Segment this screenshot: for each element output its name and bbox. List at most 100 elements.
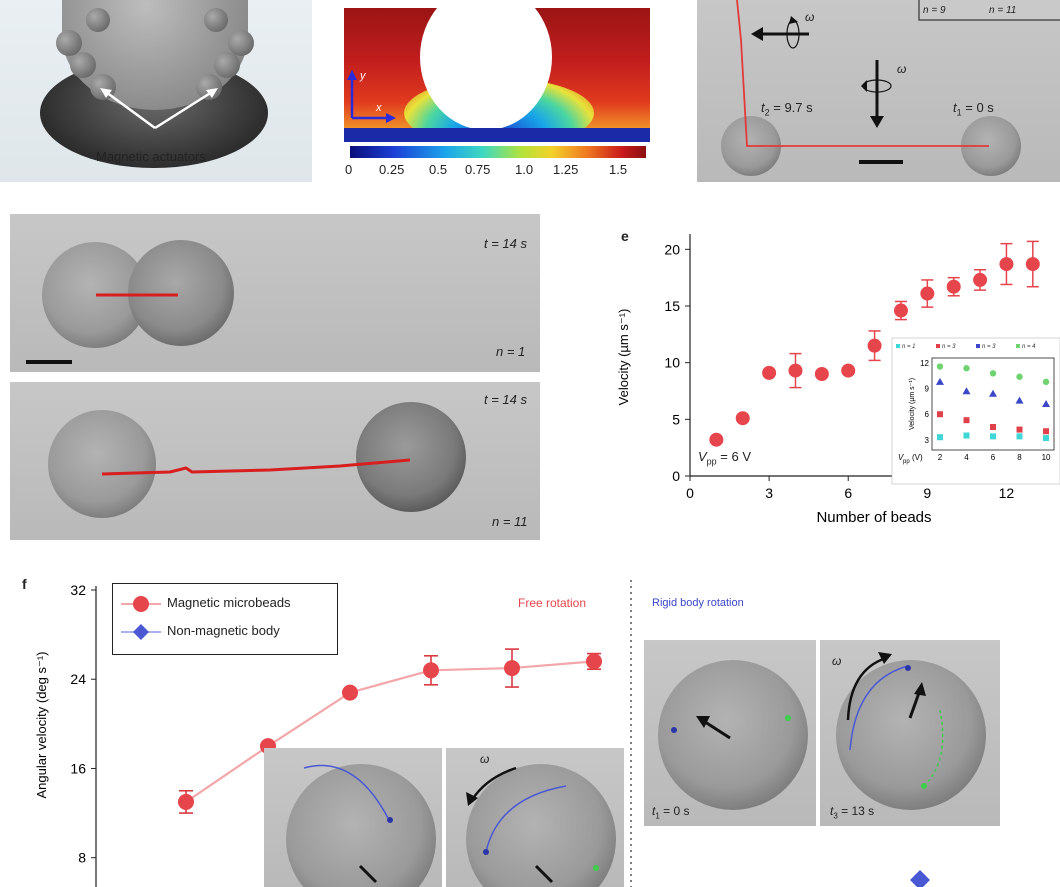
time-subscript: 2: [764, 107, 770, 118]
inset-legend-label: n = 1: [902, 344, 916, 350]
actuator-bead: [70, 52, 96, 78]
time-symbol: t: [761, 100, 765, 115]
rigid-rotation-frame-1: t1 = 0 s: [644, 640, 816, 826]
data-point: [946, 279, 961, 294]
inset-data-point: [936, 434, 943, 441]
inset-data-point: [962, 387, 971, 395]
inset-data-point: [935, 377, 944, 385]
inset-data-point: [1016, 373, 1023, 380]
actuator-arrows: [100, 88, 218, 130]
inset-legend-marker: [936, 344, 940, 348]
inset-data-point: [1043, 435, 1050, 442]
chart-velocity-vs-beads: 0 5 10 15 20 0 3 6 9 12 Number of beads Velocity (µ…: [616, 234, 1060, 526]
panel-b-colormap: y x: [344, 8, 650, 142]
inset-y-tick-label: 3: [925, 436, 930, 445]
colorbar: [350, 146, 646, 158]
inset-x-axis-title: V: [898, 453, 904, 462]
omega-label: ω: [480, 752, 490, 766]
time-label-t1: t1 = 0 s: [953, 100, 994, 118]
bead-count-label: n = 1: [496, 344, 526, 359]
actuator-bead: [86, 8, 110, 32]
colorbar-tick: 0: [345, 162, 353, 177]
inset-x-tick-label: 10: [1042, 453, 1051, 462]
colormap-sphere: [420, 8, 552, 130]
data-point: [999, 257, 1014, 272]
x-tick-label: 0: [686, 485, 694, 501]
actuator-bead: [196, 74, 222, 100]
inset-data-point: [990, 433, 996, 440]
actuator-caption: Magnetic actuators: [96, 149, 206, 164]
free-rotation-frame-2: ω: [446, 748, 624, 887]
inset-y-axis-title: Velocity (µm s⁻¹): [909, 378, 916, 430]
inset-data-point: [963, 365, 970, 372]
free-frame-2-overlay: [466, 766, 599, 884]
y-tick-label: 0: [672, 468, 680, 484]
inset-data-point: [1043, 428, 1050, 435]
data-point: [920, 286, 935, 301]
data-point: [973, 272, 988, 287]
panel-d-bottom: t = 14 s n = 11: [10, 382, 540, 540]
vpp-symbol: V: [698, 449, 707, 464]
data-point: [867, 338, 882, 353]
inset-plot-box: [931, 357, 1055, 451]
legend-label-magnetic: Magnetic microbeads: [167, 595, 291, 610]
time-label-t3: t3 = 13 s: [830, 804, 874, 820]
time-label: t = 14 s: [484, 392, 527, 407]
time-subscript: 1: [956, 107, 962, 118]
x-axis-title: Number of beads: [816, 509, 931, 526]
time-subscript: 1: [655, 811, 660, 821]
y-tick-label: 5: [672, 411, 680, 427]
inset-legend-marker: [1016, 344, 1020, 348]
colormap-axes: [347, 70, 396, 123]
data-point: [586, 653, 602, 670]
y-tick-label: 8: [78, 850, 86, 866]
y-tick-label: 16: [70, 760, 86, 776]
rigid-body: [658, 660, 808, 810]
inset-data-point: [1016, 426, 1023, 433]
inset-y-tick-label: 9: [925, 385, 930, 394]
data-point: [504, 660, 520, 677]
vpp-subscript: pp: [706, 456, 717, 467]
y-tick-label: 24: [70, 671, 86, 687]
y-tick-label: 15: [664, 298, 680, 314]
actuator-bead: [204, 8, 228, 32]
time-symbol: t: [953, 100, 957, 115]
free-rotation-label: Free rotation: [518, 596, 587, 610]
omega-label: ω: [832, 654, 842, 668]
inset-x-tick-label: 4: [964, 453, 969, 462]
inset-x-tick-label: 8: [1017, 453, 1022, 462]
inset-frame: [891, 337, 1060, 485]
y-axis-title: Velocity (µm s⁻¹): [616, 309, 631, 406]
y-axis-title: Angular velocity (deg s⁻¹): [34, 651, 49, 798]
divider-dotted: [630, 580, 632, 887]
rigid-frame-2-overlay: [846, 652, 944, 789]
inset-data-point: [963, 417, 970, 424]
axis-x-label: x: [376, 102, 382, 114]
inset-label-n11: n = 11: [989, 5, 1017, 16]
panel-letter-f: f: [22, 576, 27, 592]
inset-data-point: [936, 363, 944, 370]
nonmagnetic-point-partial: [910, 870, 930, 887]
inset-legend-label: n = 4: [1022, 344, 1036, 350]
y-tick-label: 10: [664, 355, 680, 371]
actuator-bead: [56, 30, 82, 56]
inset-data-point: [963, 432, 970, 439]
trajectory-path: [736, 0, 1060, 164]
rigid-rotation-label: Rigid body rotation: [652, 597, 744, 609]
panel-d-top: t = 14 s n = 1: [10, 214, 540, 372]
inset-data-point: [936, 411, 943, 418]
inset-data-point: [1042, 400, 1051, 407]
data-point: [893, 303, 908, 318]
panel-c-micrograph: ω ω n = 9 n = 11 t2 = 9.7 s t1 = 0 s: [697, 0, 1060, 182]
inset-data-point: [989, 389, 997, 397]
vpp-value: = 6 V: [716, 449, 752, 464]
x-tick-label: 9: [923, 485, 931, 501]
inset-legend-marker: [896, 344, 900, 348]
bead-start: [48, 410, 156, 518]
actuator-bead: [214, 52, 240, 78]
time-value: = 0 s: [961, 100, 994, 115]
colorbar-tick: 0.5: [429, 162, 448, 177]
panel-a-render: Magnetic actuators: [0, 0, 312, 182]
data-point: [788, 363, 803, 378]
colormap-substrate: [344, 128, 650, 142]
